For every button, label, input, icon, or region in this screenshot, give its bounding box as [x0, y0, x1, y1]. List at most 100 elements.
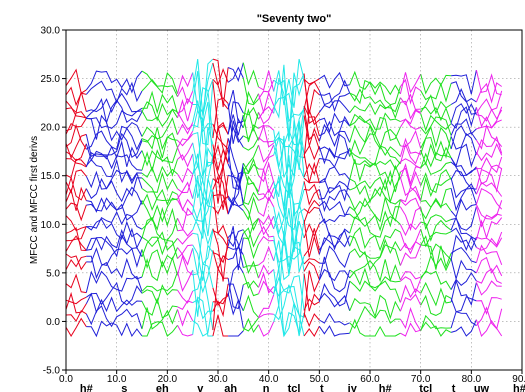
series-line: [242, 90, 259, 122]
series-line: [450, 215, 477, 241]
series-line: [65, 253, 87, 271]
series-line: [420, 207, 452, 231]
series-line: [303, 152, 320, 184]
series-line: [258, 161, 275, 183]
x-tick-label: 20.0: [158, 374, 178, 385]
series-line: [227, 173, 244, 207]
series-line: [141, 78, 178, 97]
series-line: [475, 181, 503, 197]
series-line: [273, 73, 305, 142]
series-line: [192, 301, 214, 337]
series-line: [242, 254, 259, 279]
series-line: [420, 125, 452, 150]
chart-title: "Seventy two": [257, 13, 332, 25]
series-line: [177, 325, 193, 337]
series-line: [177, 142, 194, 161]
series-line: [65, 158, 87, 179]
series-line: [303, 261, 320, 280]
series-line: [192, 250, 214, 294]
series-line: [65, 175, 87, 201]
series-line: [303, 222, 320, 239]
series-line: [227, 89, 244, 124]
x-tick-label: 90.0: [512, 374, 525, 385]
series-line: [141, 188, 178, 211]
series-line: [192, 71, 214, 146]
phone-label: ah: [224, 383, 237, 392]
series-line: [86, 234, 143, 258]
series-line: [141, 284, 178, 305]
series-line: [319, 92, 350, 113]
series-line: [476, 236, 503, 248]
series-line: [65, 118, 87, 135]
series-line: [86, 255, 143, 280]
series-line: [141, 147, 178, 167]
series-line: [258, 264, 275, 279]
series-line: [227, 62, 244, 83]
series-line: [85, 80, 143, 104]
series-line: [303, 228, 320, 257]
series-line: [242, 217, 259, 241]
series-line: [141, 149, 178, 177]
y-tick-label: 5.0: [46, 268, 60, 279]
series-line: [212, 287, 229, 307]
series-line: [65, 235, 87, 252]
series-line: [475, 123, 503, 150]
series-line: [318, 325, 350, 337]
y-tick-label: 10.0: [41, 220, 61, 231]
phone-label: t: [320, 383, 324, 392]
series-line: [86, 186, 143, 213]
series-line: [212, 68, 229, 87]
series-line: [65, 291, 87, 314]
series-line: [141, 101, 178, 122]
series-line: [476, 306, 503, 330]
phone-label: v: [197, 383, 204, 392]
series-line: [243, 264, 259, 269]
series-line: [400, 322, 421, 337]
series-line: [303, 312, 320, 328]
series-line: [349, 79, 401, 106]
phone-label: h#: [513, 383, 525, 392]
y-axis: -5.0 0.0 5.0 10.0 15.0 20.0 25.0 30.0: [41, 26, 66, 377]
series-line: [400, 158, 421, 169]
series-line: [399, 177, 422, 201]
x-tick-label: 10.0: [107, 374, 127, 385]
series-line: [258, 154, 274, 170]
series-line: [65, 123, 87, 150]
series-line: [399, 240, 421, 255]
series-line: [86, 210, 143, 230]
series-line: [450, 118, 477, 136]
series-line: [65, 68, 87, 95]
x-tick-label: 30.0: [208, 374, 228, 385]
series-line: [258, 272, 275, 294]
series-line: [177, 111, 194, 131]
series-line: [65, 202, 87, 222]
series-line: [65, 273, 87, 294]
series-line: [212, 62, 229, 110]
series-line: [273, 92, 305, 159]
series-line: [227, 263, 244, 296]
series-line: [85, 305, 143, 330]
phone-label: iy: [348, 383, 358, 392]
series-line: [227, 196, 244, 215]
series-line: [450, 198, 477, 218]
series-line: [303, 127, 320, 156]
series-line: [177, 97, 194, 115]
series-line: [349, 318, 401, 337]
series-line: [242, 144, 259, 172]
series-line: [177, 194, 194, 212]
series-line: [212, 314, 229, 337]
series-line: [476, 268, 502, 284]
y-tick-label: -5.0: [43, 366, 61, 377]
series-line: [475, 244, 503, 265]
series-line: [86, 110, 143, 129]
series-line: [273, 79, 305, 123]
series-line: [65, 186, 87, 211]
series-line: [227, 226, 244, 271]
series-line: [399, 229, 422, 250]
series-line: [258, 196, 275, 217]
series-line: [65, 226, 87, 242]
series-line: [450, 177, 477, 199]
series-line: [65, 317, 87, 337]
x-tick-label: 70.0: [411, 374, 431, 385]
series-line: [318, 268, 351, 293]
